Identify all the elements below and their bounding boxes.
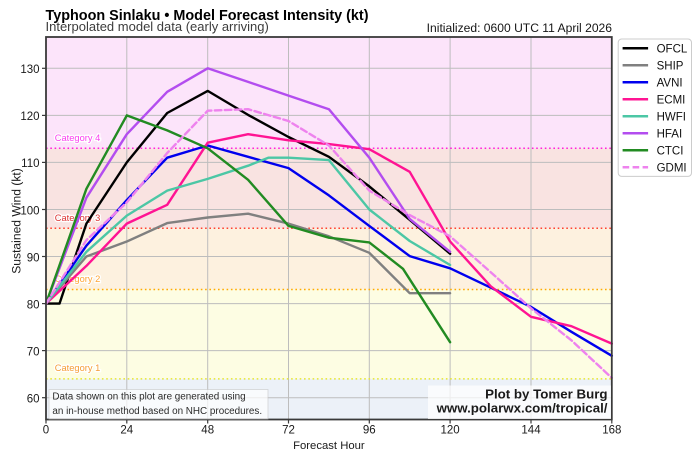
svg-text:an in-house method based on NH: an in-house method based on NHC procedur… bbox=[52, 406, 262, 417]
svg-text:HWFI: HWFI bbox=[657, 111, 686, 123]
svg-text:80: 80 bbox=[27, 299, 40, 311]
svg-text:CTCI: CTCI bbox=[657, 145, 684, 157]
svg-text:Typhoon Sinlaku • Model Foreca: Typhoon Sinlaku • Model Forecast Intensi… bbox=[46, 8, 369, 24]
svg-text:90: 90 bbox=[27, 252, 40, 264]
svg-text:AVNI: AVNI bbox=[657, 77, 683, 89]
svg-text:Sustained Wind (kt): Sustained Wind (kt) bbox=[10, 168, 24, 274]
svg-text:0: 0 bbox=[43, 425, 49, 437]
svg-text:HFAI: HFAI bbox=[657, 128, 683, 140]
svg-text:48: 48 bbox=[201, 425, 214, 437]
svg-text:130: 130 bbox=[20, 64, 39, 76]
svg-text:Plot by Tomer Burg: Plot by Tomer Burg bbox=[485, 387, 607, 402]
svg-text:GDMI: GDMI bbox=[657, 162, 687, 174]
svg-text:70: 70 bbox=[27, 346, 40, 358]
svg-text:168: 168 bbox=[602, 425, 621, 437]
svg-text:24: 24 bbox=[120, 425, 133, 437]
svg-text:100: 100 bbox=[20, 205, 39, 217]
svg-text:Initialized: 0600 UTC 11 April: Initialized: 0600 UTC 11 April 2026 bbox=[427, 21, 613, 35]
svg-text:120: 120 bbox=[20, 111, 39, 123]
svg-text:60: 60 bbox=[27, 394, 40, 406]
svg-text:96: 96 bbox=[363, 425, 376, 437]
svg-text:ECMI: ECMI bbox=[657, 94, 686, 106]
svg-text:120: 120 bbox=[441, 425, 460, 437]
svg-text:Category 4: Category 4 bbox=[55, 133, 100, 143]
svg-text:OFCL: OFCL bbox=[657, 43, 688, 55]
svg-text:SHIP: SHIP bbox=[657, 60, 684, 72]
svg-text:72: 72 bbox=[282, 425, 295, 437]
svg-text:www.polarwx.com/tropical/: www.polarwx.com/tropical/ bbox=[436, 401, 608, 416]
svg-text:Category 1: Category 1 bbox=[55, 363, 100, 373]
svg-text:144: 144 bbox=[521, 425, 541, 437]
svg-text:Data shown on this plot are ge: Data shown on this plot are generated us… bbox=[52, 392, 245, 403]
svg-text:Forecast Hour: Forecast Hour bbox=[293, 440, 365, 452]
svg-text:Interpolated model data (early: Interpolated model data (early arriving) bbox=[46, 19, 269, 34]
svg-text:110: 110 bbox=[21, 158, 39, 170]
